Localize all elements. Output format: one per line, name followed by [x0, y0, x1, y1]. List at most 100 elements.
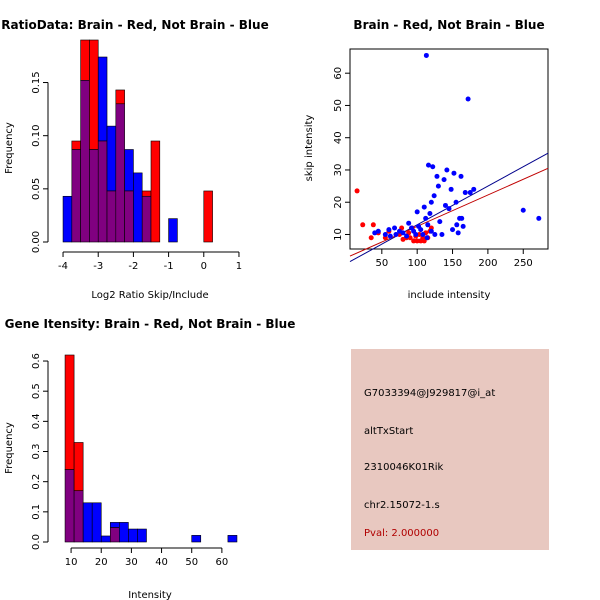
- intensity-histogram-x-tick-label: 10: [65, 557, 78, 568]
- not-brain-point: [413, 231, 419, 237]
- not-brain-point: [423, 52, 429, 58]
- ratio-histogram-xlabel: Log2 Ratio Skip/Include: [91, 290, 208, 301]
- info-panel: G7033394@J929817@i_at altTxStart 2310046…: [351, 349, 549, 550]
- not-brain-point: [471, 186, 477, 192]
- scatter-y-tick-label: 60: [333, 67, 344, 80]
- ratio-histogram-title: RatioData: Brain - Red, Not Brain - Blue: [1, 18, 268, 32]
- ratio-histogram-bar: [115, 89, 125, 105]
- not-brain-point: [431, 193, 437, 199]
- scatter-xlabel: include intensity: [408, 290, 491, 301]
- not-brain-point: [446, 206, 452, 212]
- brain-point: [416, 231, 422, 237]
- ratio-histogram-y-tick-label: 0.00: [31, 231, 42, 253]
- ratio-histogram-y-tick-label: 0.05: [31, 178, 42, 200]
- not-brain-point: [425, 162, 431, 168]
- pval: Pval: 2.000000: [364, 528, 439, 539]
- brain-point: [411, 238, 417, 244]
- intensity-histogram-y-tick-label: 0.2: [31, 474, 42, 490]
- intensity-histogram-y-tick-label: 0.1: [31, 504, 42, 520]
- ratio-histogram-overlap-bar: [124, 190, 134, 243]
- not-brain-point: [428, 228, 434, 234]
- ratio-histogram-axes: -4 -3 -2 -1 0 1 0.00 0.05 0.10 0.15: [31, 71, 242, 272]
- ratio-histogram-overlap-bar: [89, 149, 99, 243]
- ratio-histogram-overlap-bar: [141, 195, 152, 243]
- not-brain-point: [424, 235, 430, 241]
- intensity-histogram-bar: [119, 522, 129, 543]
- not-brain-point: [520, 207, 526, 213]
- not-brain-point: [432, 231, 438, 237]
- not-brain-point: [428, 199, 434, 205]
- ratio-histogram-bar: [124, 149, 134, 192]
- scatter-x-tick-label: 200: [478, 258, 497, 269]
- intensity-histogram-bar: [109, 522, 120, 528]
- scatter-y-tick-label: 10: [333, 228, 344, 241]
- not-brain-point: [435, 183, 441, 189]
- ratio-histogram-bar: [141, 190, 152, 197]
- not-brain-point: [439, 231, 445, 237]
- not-brain-point: [458, 173, 464, 179]
- not-brain-point: [444, 167, 450, 173]
- not-brain-point: [437, 219, 443, 225]
- not-brain-point: [375, 228, 381, 234]
- not-brain-point: [459, 215, 465, 221]
- not-brain-point: [460, 223, 466, 229]
- scatter-y-tick-label: 20: [333, 196, 344, 209]
- not-brain-point: [453, 199, 459, 205]
- not-brain-point: [451, 170, 457, 176]
- intensity-histogram-y-tick-label: 0.5: [31, 383, 42, 399]
- gene-location: chr2.15072-1.s: [364, 500, 440, 511]
- scatter-title: Brain - Red, Not Brain - Blue: [353, 18, 544, 32]
- event-type: altTxStart: [364, 426, 413, 437]
- intensity-histogram-xlabel: Intensity: [128, 590, 172, 600]
- not-brain-point: [414, 209, 420, 215]
- scatter-x-tick-label: 50: [375, 258, 388, 269]
- intensity-histogram-y-tick-label: 0.0: [31, 534, 42, 550]
- not-brain-point: [442, 202, 448, 208]
- intensity-histogram-bars: [64, 354, 238, 543]
- not-brain-point: [462, 190, 468, 196]
- ratio-histogram-panel: RatioData: Brain - Red, Not Brain - Blue…: [1, 18, 268, 301]
- intensity-histogram-title: Gene Itensity: Brain - Red, Not Brain - …: [5, 317, 296, 331]
- not-brain-point: [427, 211, 433, 217]
- ratio-histogram-overlap-bar: [106, 190, 117, 243]
- intensity-histogram-bar: [82, 502, 93, 543]
- ratio-histogram-y-tick-label: 0.15: [31, 71, 42, 93]
- intensity-histogram-bar: [191, 535, 202, 543]
- ratio-histogram-overlap-bar: [115, 103, 125, 243]
- scatter-x-tick-label: 100: [408, 258, 427, 269]
- scatter-y-tick-label: 30: [333, 164, 344, 177]
- brain-point: [370, 222, 376, 228]
- ratio-histogram-overlap-bar: [71, 149, 81, 243]
- scatter-x-tick-label: 150: [443, 258, 462, 269]
- scatter-plot-box: [349, 48, 549, 250]
- ratio-histogram-overlap-bar: [80, 80, 90, 243]
- probe-id: G7033394@J929817@i_at: [364, 388, 495, 399]
- ratio-histogram-bar: [71, 140, 81, 150]
- scatter-points: [354, 52, 542, 244]
- ratio-histogram-bars: [62, 39, 213, 243]
- intensity-histogram-overlap-bar: [73, 490, 84, 543]
- intensity-histogram-panel: Gene Itensity: Brain - Red, Not Brain - …: [4, 317, 295, 600]
- intensity-histogram-x-tick-label: 40: [155, 557, 168, 568]
- intensity-histogram-x-tick-label: 30: [125, 557, 138, 568]
- ratio-histogram-overlap-bar: [97, 140, 108, 243]
- not-brain-point: [441, 177, 447, 183]
- ratio-histogram-x-tick-label: -2: [128, 261, 138, 272]
- ratio-histogram-x-tick-label: 0: [201, 261, 207, 272]
- ratio-histogram-bar: [203, 190, 213, 243]
- scatter-axes: 50 100 150 200 250 10 20 30 40 50 60: [333, 67, 533, 269]
- ratio-histogram-x-tick-label: 1: [236, 261, 242, 272]
- intensity-histogram-x-tick-label: 20: [95, 557, 108, 568]
- ratio-histogram-bar: [97, 56, 108, 142]
- not-brain-point: [455, 230, 461, 236]
- ratio-histogram-y-tick-label: 0.10: [31, 125, 42, 147]
- brain-point: [414, 238, 420, 244]
- not-brain-point: [423, 215, 429, 221]
- not-brain-point: [387, 233, 393, 239]
- scatter-x-tick-label: 250: [514, 258, 533, 269]
- intensity-histogram-axes: 10 20 30 40 50 60 0.0 0.1 0.2 0.3 0.4 0.5 0.6: [31, 353, 228, 568]
- not-brain-point: [400, 230, 406, 236]
- scatter-y-tick-label: 50: [333, 99, 344, 112]
- scatter-y-tick-label: 40: [333, 131, 344, 144]
- scatter-panel: Brain - Red, Not Brain - Blue include in…: [304, 18, 549, 301]
